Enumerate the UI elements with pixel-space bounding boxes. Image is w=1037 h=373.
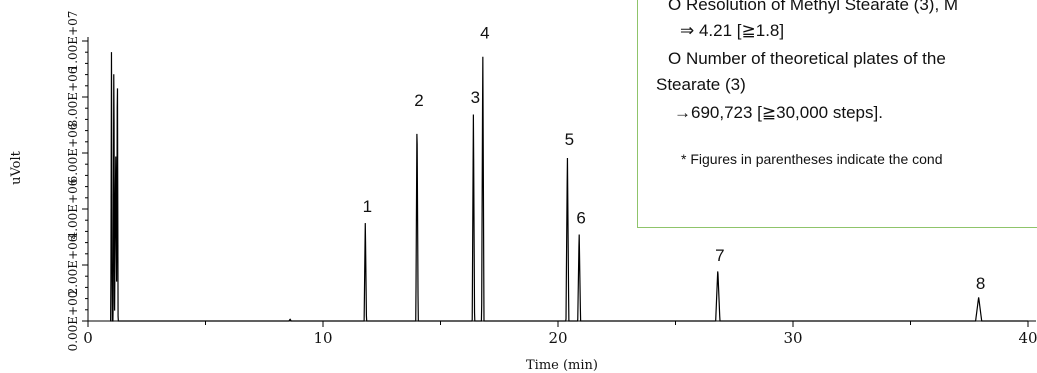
x-tick-label: 20	[548, 329, 567, 347]
peak-label-7: 7	[715, 246, 724, 265]
peak-label-4: 4	[480, 24, 489, 43]
note-footnote: * Figures in parentheses indicate the co…	[681, 151, 943, 167]
peak-label-6: 6	[576, 208, 585, 227]
peak-label-5: 5	[565, 130, 574, 149]
y-tick-label: 0.00E+00	[66, 291, 80, 352]
y-axis: 0.00E+002.00E+064.00E+066.00E+068.00E+06…	[66, 11, 89, 352]
note-line-5: →690,723 [≧30,000 steps].	[674, 103, 883, 122]
note-box: O Resolution of Methyl Stearate (3), M ⇒…	[637, 0, 1037, 228]
note-line-1: O Resolution of Methyl Stearate (3), M	[668, 0, 959, 14]
note-line-2: ⇒ 4.21 [≧1.8]	[680, 21, 785, 40]
y-axis-label: uVolt	[9, 150, 24, 185]
y-tick-label: 4.00E+06	[66, 179, 80, 240]
note-line-4: Stearate (3)	[656, 75, 746, 94]
chromatogram-trace	[110, 52, 1028, 322]
y-tick-label: 2.00E+06	[66, 235, 80, 296]
x-tick-label: 0	[83, 329, 93, 347]
peak-labels: 1 2 3 4 5 6 7 8	[363, 24, 986, 294]
peak-label-3: 3	[471, 88, 480, 107]
x-tick-label: 10	[313, 329, 332, 347]
y-tick-label: 6.00E+06	[66, 123, 80, 184]
peak-label-8: 8	[976, 274, 985, 293]
x-axis: 0 10 20 30 40	[83, 320, 1037, 347]
x-axis-label: Time (min)	[526, 358, 598, 373]
note-line-3: O Number of theoretical plates of the	[668, 49, 946, 68]
peak-label-2: 2	[414, 91, 423, 110]
peak-label-1: 1	[363, 197, 372, 216]
y-tick-label: 1.00E+07	[66, 11, 80, 72]
x-tick-label: 40	[1018, 329, 1037, 347]
y-tick-label: 8.00E+06	[66, 67, 80, 128]
x-tick-label: 30	[783, 329, 802, 347]
